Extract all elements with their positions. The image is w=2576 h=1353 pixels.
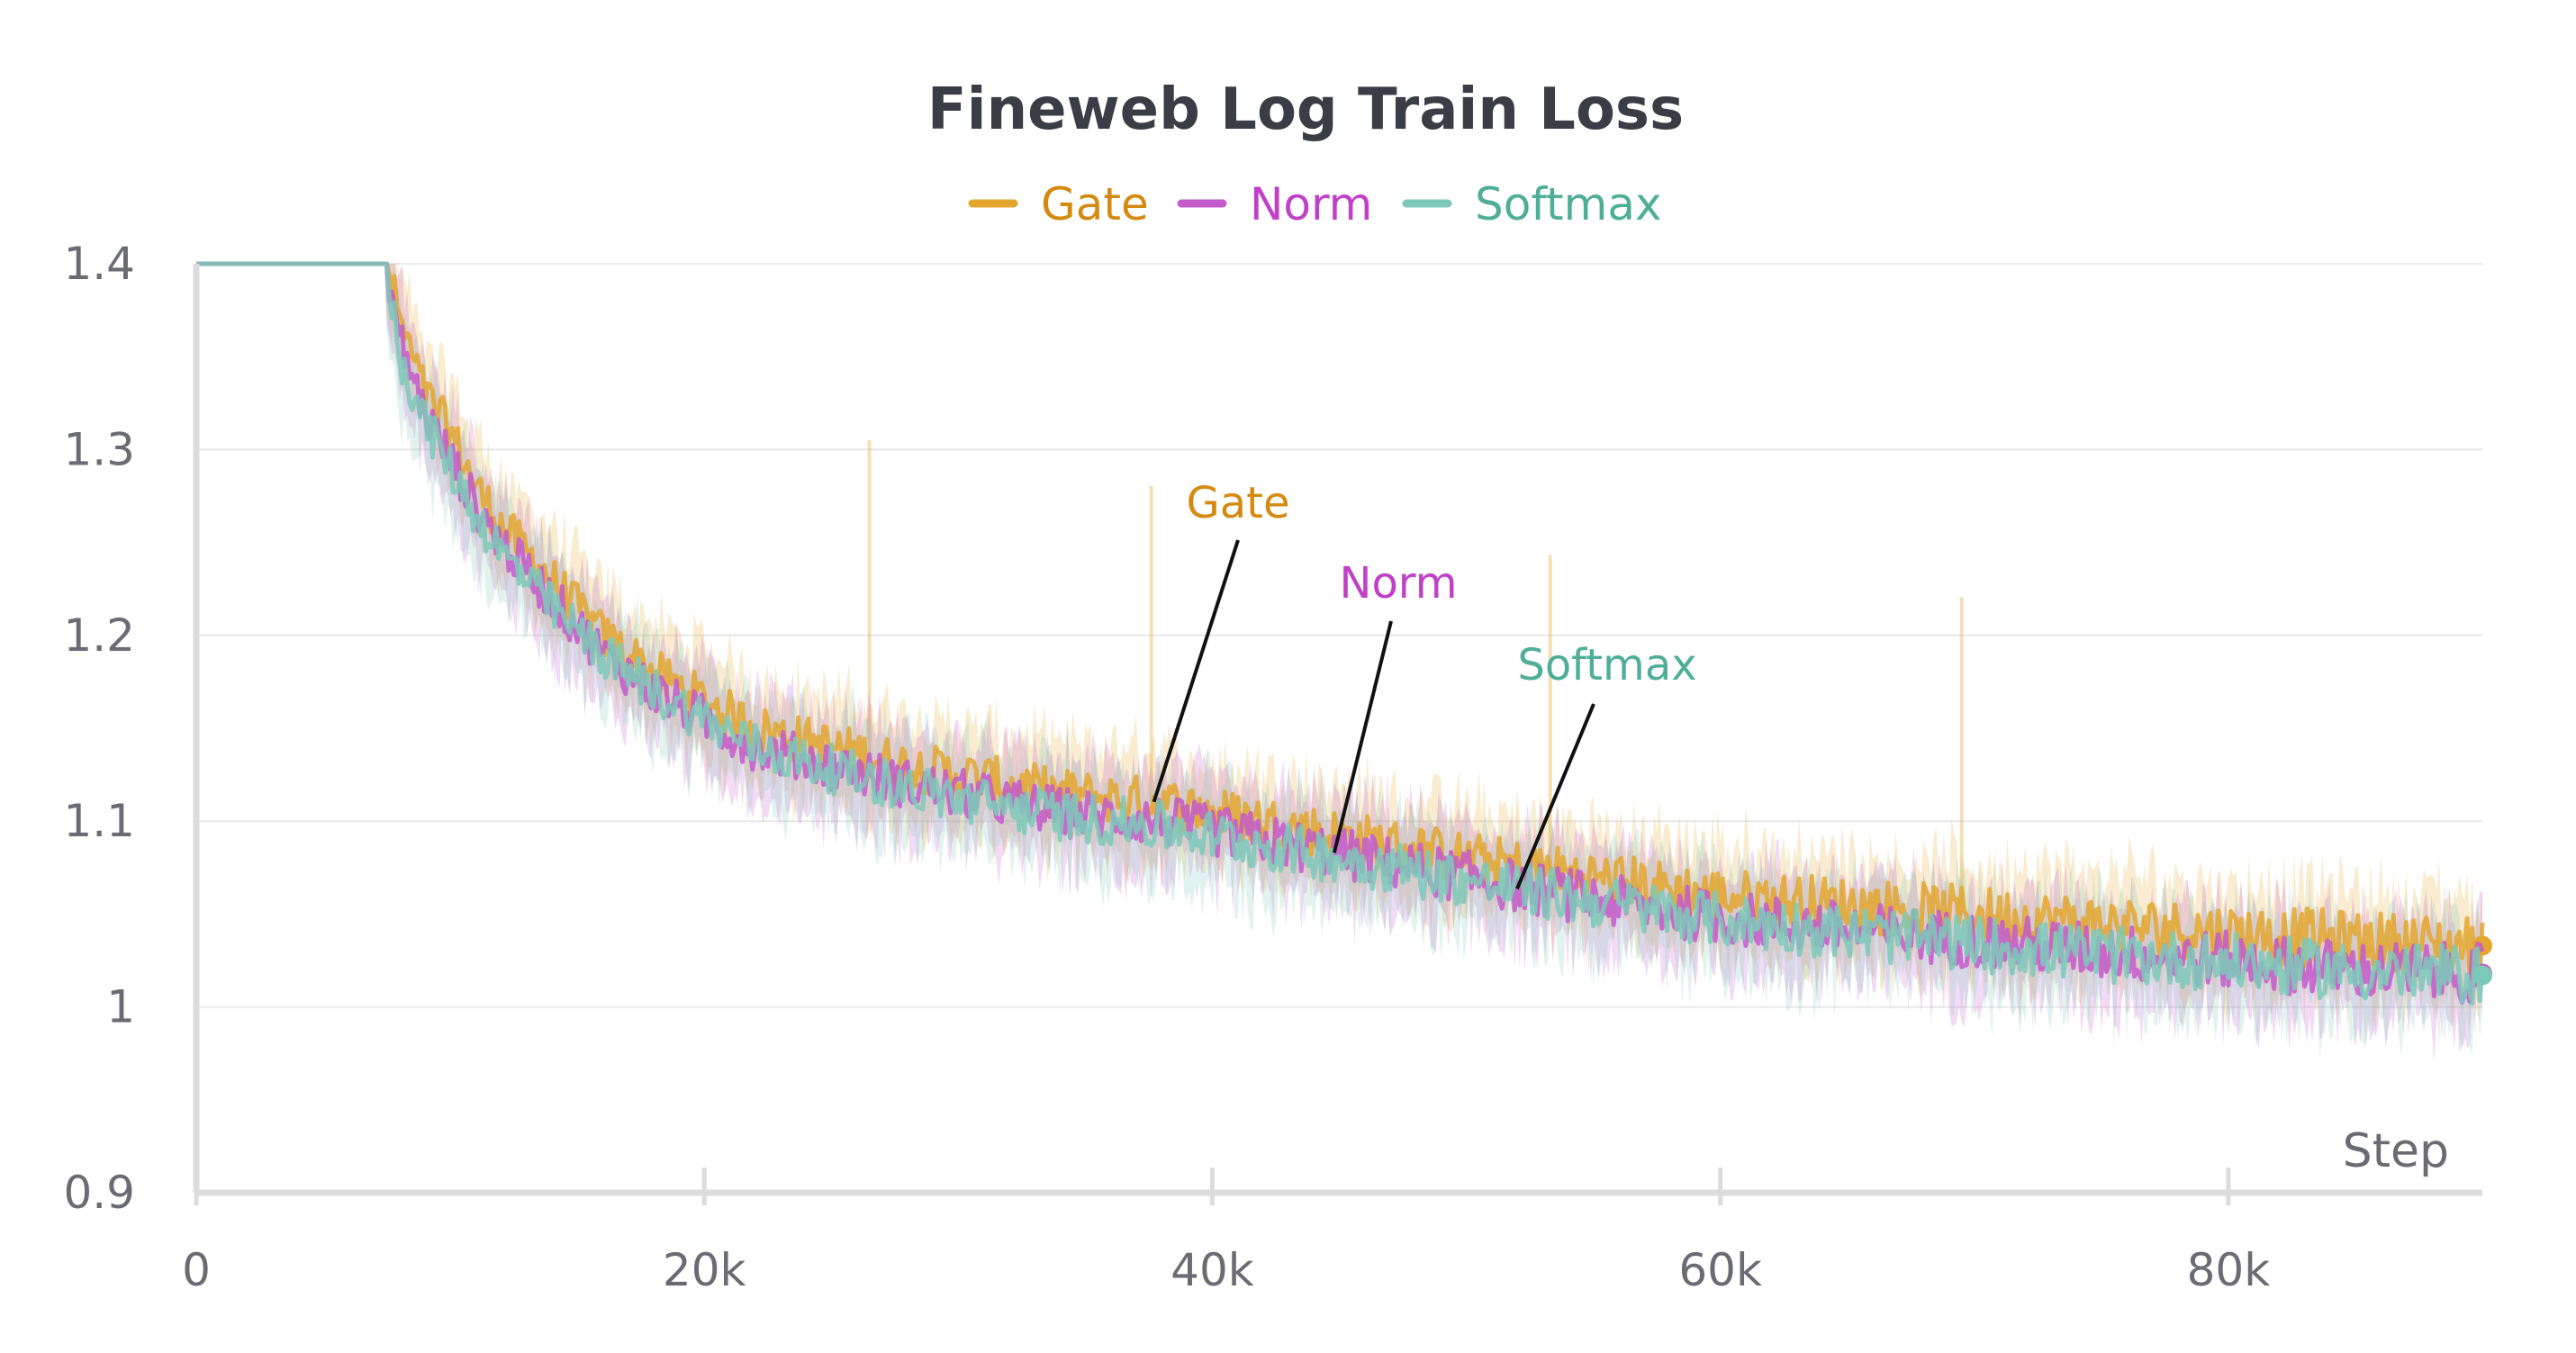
tick-labels: 0.9 1 1.1 1.2 1.3 1.4 0 20k 40k 60k 80k bbox=[63, 238, 2270, 1296]
endpoint-softmax bbox=[2472, 965, 2492, 986]
annotation-gate: Gate bbox=[1152, 478, 1290, 803]
y-tick-label: 0.9 bbox=[63, 1167, 135, 1219]
x-tick-label: 0 bbox=[182, 1244, 211, 1296]
legend-item-softmax: Softmax bbox=[1402, 178, 1662, 230]
annotation-leader bbox=[1515, 703, 1595, 890]
y-tick-label: 1.4 bbox=[63, 238, 135, 290]
axes bbox=[193, 264, 2482, 1205]
annotation-label: Softmax bbox=[1517, 640, 1696, 690]
x-tick-label: 80k bbox=[2187, 1244, 2271, 1296]
legend-label: Norm bbox=[1250, 178, 1372, 230]
legend: Gate Norm Softmax bbox=[968, 178, 1662, 230]
band-norm bbox=[196, 264, 2482, 1062]
legend-item-gate: Gate bbox=[968, 178, 1149, 230]
x-tick-label: 40k bbox=[1170, 1244, 1254, 1296]
legend-label: Gate bbox=[1041, 178, 1149, 230]
chart-title: Fineweb Log Train Loss bbox=[927, 77, 1684, 143]
x-axis-label: Step bbox=[2343, 1124, 2449, 1178]
x-tick-label: 20k bbox=[663, 1244, 746, 1296]
legend-item-norm: Norm bbox=[1177, 178, 1372, 230]
band-softmax bbox=[196, 264, 2482, 1060]
legend-label: Softmax bbox=[1475, 178, 1662, 230]
y-tick-label: 1.3 bbox=[63, 423, 135, 475]
annotation-norm: Norm bbox=[1332, 558, 1458, 853]
annotation-label: Norm bbox=[1340, 558, 1458, 609]
annotation-leader bbox=[1152, 539, 1240, 803]
y-tick-label: 1.2 bbox=[63, 609, 135, 662]
y-tick-label: 1.1 bbox=[63, 795, 135, 847]
annotation-softmax: Softmax bbox=[1515, 640, 1697, 890]
annotations: Gate Norm Softmax bbox=[1152, 478, 1697, 890]
annotation-label: Gate bbox=[1187, 478, 1290, 528]
x-tick-label: 60k bbox=[1678, 1244, 1762, 1296]
line-softmax bbox=[196, 261, 2485, 1006]
annotation-leader bbox=[1332, 620, 1393, 853]
y-tick-label: 1 bbox=[106, 981, 135, 1033]
